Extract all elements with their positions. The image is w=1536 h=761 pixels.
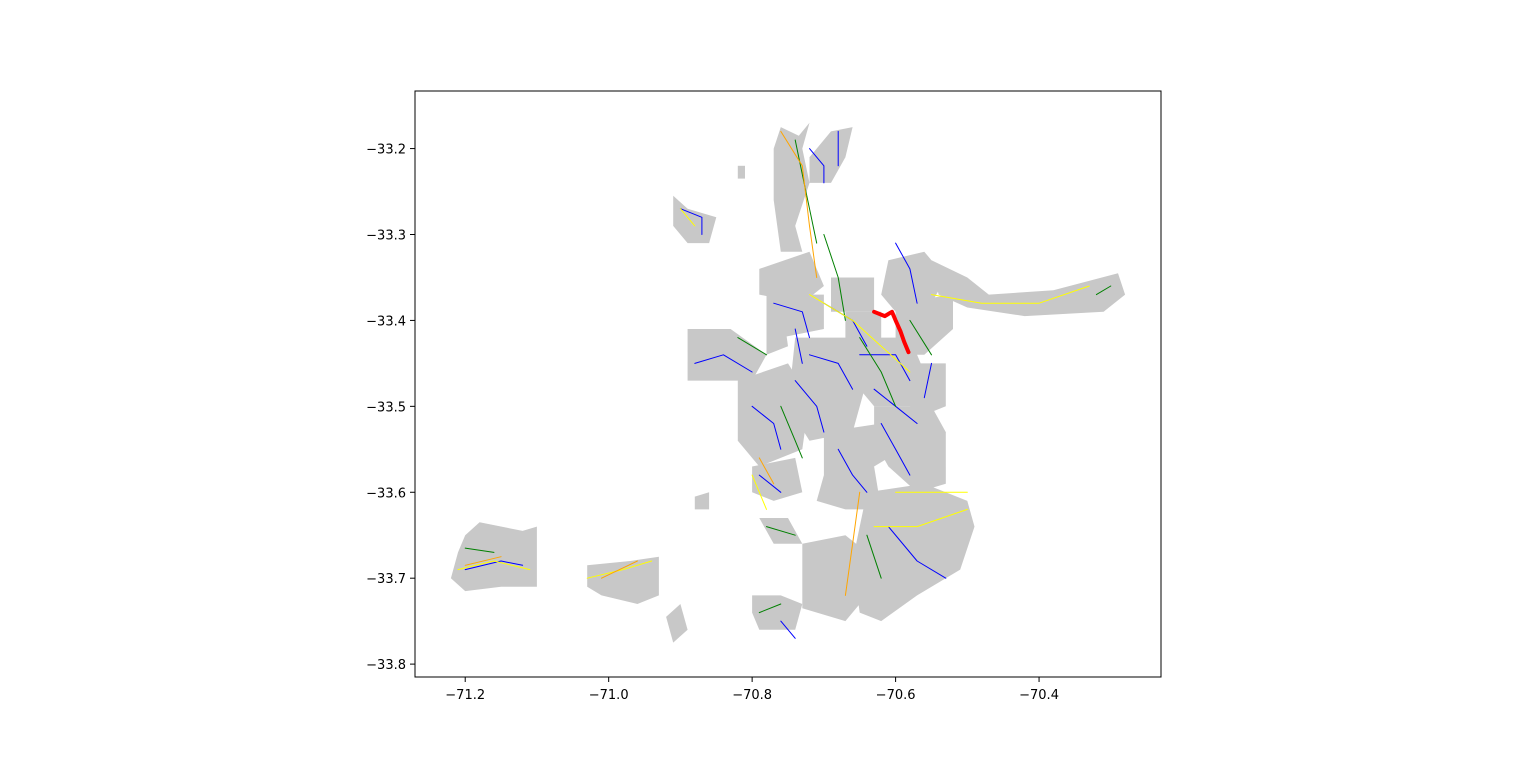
area-santiago-centro [788, 337, 867, 441]
minor-streets-line [880, 423, 911, 476]
minor-streets-line [773, 302, 810, 339]
x-tick-label: −70.6 [876, 688, 916, 703]
collector-streets-line [780, 405, 803, 459]
highways-line [601, 560, 638, 579]
collector-streets-line [464, 547, 495, 553]
y-tick-label: −33.6 [366, 486, 406, 501]
y-tick-label: −33.5 [366, 400, 406, 415]
area-huechuraba [831, 277, 875, 312]
y-axis-ticks: −33.2 −33.3 −33.4 −33.5 −33.6 −33.7 −33.8 [366, 143, 415, 673]
highways-line [844, 491, 861, 596]
y-tick-label: −33.4 [366, 314, 406, 329]
area-puente-alto [852, 483, 975, 622]
collector-streets-line [794, 139, 818, 244]
primary-roads-line [457, 560, 531, 571]
minor-streets-line [895, 242, 918, 304]
minor-streets-line [464, 560, 524, 571]
collector-streets-line [823, 234, 846, 321]
primary-roads-line [586, 560, 653, 579]
highways-line [780, 130, 818, 278]
x-axis-ticks: −71.2 −71.0 −70.8 −70.6 −70.4 [445, 677, 1059, 703]
area-la-pintana [816, 466, 882, 510]
y-tick-label: −33.2 [366, 143, 406, 158]
area-vitacura [881, 251, 946, 312]
minor-streets-line [923, 362, 932, 399]
x-tick-label: −71.2 [445, 688, 485, 703]
primary-roads-line [809, 294, 911, 373]
y-tick-label: −33.7 [366, 572, 406, 587]
x-tick-label: −70.4 [1019, 688, 1059, 703]
area-maipu-south [752, 457, 803, 501]
collector-streets-line [1095, 285, 1112, 296]
area-lampa-west [673, 195, 717, 244]
y-tick-label: −33.3 [366, 228, 406, 243]
area-talagante-islet [694, 492, 710, 510]
collector-streets-line [909, 319, 932, 356]
highways-line [464, 556, 502, 566]
x-tick-label: −71.0 [589, 688, 629, 703]
area-penalolen [909, 363, 946, 415]
minor-streets-line [751, 405, 782, 450]
minor-streets-line [809, 148, 825, 184]
minor-streets-line [758, 474, 782, 493]
minor-streets-line [780, 620, 796, 639]
highways-line [758, 457, 775, 485]
minor-streets-line [794, 380, 825, 433]
area-north-lobe-east [809, 127, 853, 183]
minor-streets-line [694, 354, 753, 373]
area-padre-hurtado-west [587, 556, 659, 604]
area-pudahuel-mid [766, 286, 788, 355]
minor-streets-line [809, 354, 854, 390]
primary-roads-line [679, 208, 696, 227]
x-tick-label: −70.8 [732, 688, 772, 703]
collector-streets-line [766, 526, 796, 536]
area-north-lobe [773, 122, 810, 252]
road-network-layer [457, 130, 1112, 639]
plot-frame [414, 90, 1162, 678]
primary-roads-line [751, 474, 767, 510]
minor-streets-line [794, 328, 803, 364]
collector-streets-line [859, 337, 897, 407]
area-pudahuel-west [687, 329, 767, 381]
minor-streets-line [887, 526, 947, 579]
area-curacavi [450, 522, 537, 592]
minor-streets-line [837, 448, 868, 493]
area-la-cisterna [823, 423, 889, 476]
area-la-florida [874, 406, 946, 493]
collector-streets-line [758, 603, 782, 614]
collector-streets-line [866, 534, 882, 579]
area-quilicura [759, 251, 824, 304]
primary-roads-line [873, 508, 968, 528]
area-lo-barnechea [931, 260, 1126, 317]
highlighted-route-line [872, 309, 911, 355]
area-renca [780, 294, 824, 338]
minor-streets-line [859, 354, 911, 382]
minor-streets-line [679, 208, 703, 235]
collector-streets-line [737, 337, 767, 356]
area-buin [752, 595, 803, 630]
y-tick-label: −33.8 [366, 658, 406, 673]
area-pirque-islet [666, 604, 688, 643]
primary-roads-line [931, 285, 1090, 304]
area-small-north-islet [737, 165, 745, 179]
